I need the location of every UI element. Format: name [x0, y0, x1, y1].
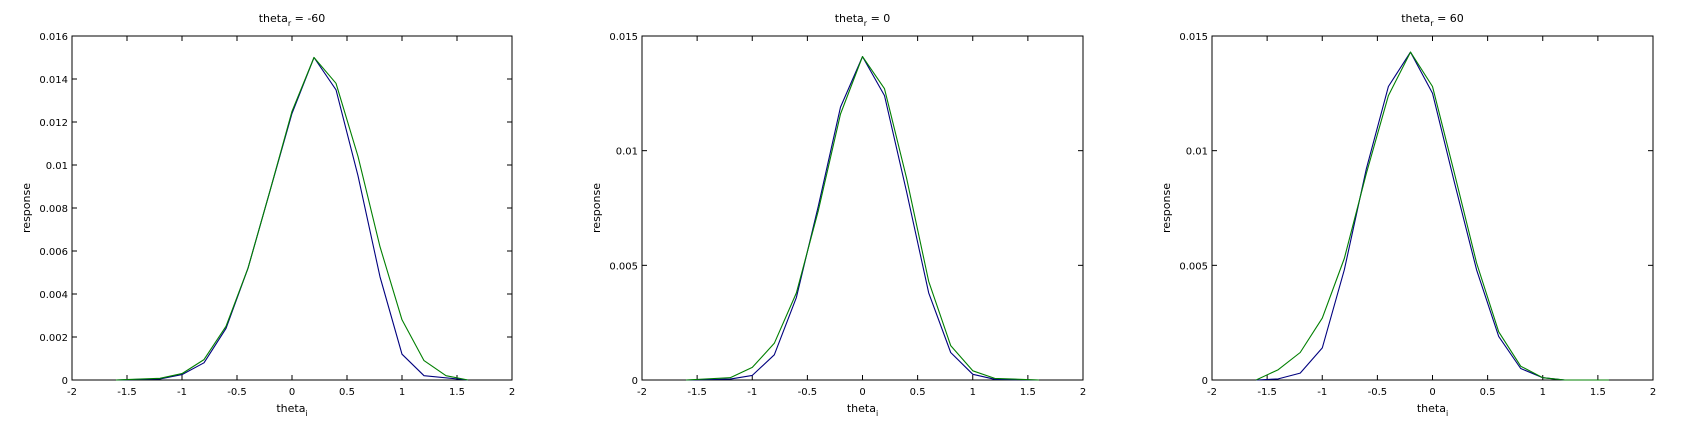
x-tick-label: 2 [1080, 387, 1086, 398]
x-tick-label: 1 [970, 387, 976, 398]
chart-title: thetar = 60 [1401, 12, 1464, 28]
y-tick-label: 0.015 [609, 32, 638, 43]
plot-area [71, 35, 513, 381]
y-tick-label: 0.015 [1179, 32, 1208, 43]
x-tick-label: 2 [509, 387, 515, 398]
label-text: theta [1417, 402, 1446, 415]
x-tick-label: 2 [1650, 387, 1656, 398]
label-subscript: r [288, 19, 292, 28]
x-tick-label: -2 [637, 387, 647, 398]
label-subscript: r [1430, 19, 1434, 28]
x-tick-label: 1.5 [1020, 387, 1036, 398]
y-tick-label: 0 [62, 376, 68, 387]
y-tick-label: 0.016 [39, 32, 68, 43]
x-tick-label: 0.5 [1480, 387, 1496, 398]
y-tick-label: 0.002 [39, 333, 68, 344]
label-text: theta [259, 12, 288, 25]
x-tick-label: -2 [1207, 387, 1217, 398]
y-tick-label: 0.008 [39, 204, 68, 215]
chart-panel-1: -2 -1.5 -1 -0.5 0 0.5 1 1.5 2 0 0.002 0.004 0.006 0.0… [20, 12, 515, 418]
label-text: theta [835, 12, 864, 25]
x-tick-label: 1.5 [449, 387, 465, 398]
x-axis-label: thetai [276, 402, 307, 418]
chart-panel-2: -2 -1.5 -1 -0.5 0 0.5 1 1.5 2 0 0.005 0.01 0.015 thet… [590, 12, 1086, 418]
x-tick-label: -0.5 [798, 387, 818, 398]
x-tick-label: 0 [1429, 387, 1435, 398]
chart-title: thetar = -60 [259, 12, 326, 28]
x-axis-label: thetai [847, 402, 878, 418]
series-line-1 [115, 56, 469, 381]
y-tick-label: 0.004 [39, 290, 68, 301]
y-axis-label: response [590, 183, 603, 233]
label-text: theta [847, 402, 876, 415]
y-axis-label: response [1160, 183, 1173, 233]
x-tick-label: -0.5 [1368, 387, 1388, 398]
x-tick-label: -1.5 [687, 387, 707, 398]
x-tick-label: -0.5 [227, 387, 247, 398]
y-axis-label: response [20, 183, 33, 233]
chart-panel-3: -2 -1.5 -1 -0.5 0 0.5 1 1.5 2 0 0.005 0.01 0.015 thet… [1160, 12, 1656, 418]
y-tick-label: 0.005 [1179, 261, 1208, 272]
x-tick-label: -1.5 [1257, 387, 1277, 398]
x-axis-label: thetai [1417, 402, 1448, 418]
series-line-2 [115, 56, 469, 381]
x-tick-label: -1 [1317, 387, 1327, 398]
y-tick-label: 0.01 [46, 161, 68, 172]
label-suffix: = 60 [1434, 12, 1464, 25]
y-tick-label: 0.01 [616, 147, 638, 158]
series-line-1 [1256, 51, 1609, 381]
x-tick-label: -1 [177, 387, 187, 398]
plot-area [641, 35, 1084, 381]
x-tick-label: -1.5 [117, 387, 137, 398]
x-tick-label: 0 [859, 387, 865, 398]
x-tick-label: 1 [1540, 387, 1546, 398]
x-tick-label: 1 [399, 387, 405, 398]
x-tick-label: -1 [747, 387, 757, 398]
label-suffix: = 0 [867, 12, 890, 25]
label-subscript: i [876, 409, 878, 418]
label-subscript: r [864, 19, 868, 28]
x-tick-label: -2 [67, 387, 77, 398]
x-tick-label: 0.5 [339, 387, 355, 398]
label-subscript: i [305, 409, 307, 418]
chart-title: thetar = 0 [835, 12, 891, 28]
x-tick-label: 0 [289, 387, 295, 398]
series-line-2 [686, 56, 1039, 381]
series-line-2 [1255, 51, 1609, 381]
y-tick-label: 0.014 [39, 75, 68, 86]
label-text: theta [1401, 12, 1430, 25]
y-tick-label: 0 [632, 376, 638, 387]
y-tick-label: 0.01 [1186, 147, 1208, 158]
y-tick-label: 0 [1202, 376, 1208, 387]
label-suffix: = -60 [291, 12, 325, 25]
label-text: theta [276, 402, 305, 415]
label-subscript: i [1446, 409, 1448, 418]
x-tick-label: 1.5 [1590, 387, 1606, 398]
y-tick-label: 0.012 [39, 118, 68, 129]
y-tick-label: 0.005 [609, 261, 638, 272]
y-tick-label: 0.006 [39, 247, 68, 258]
x-tick-label: 0.5 [910, 387, 926, 398]
